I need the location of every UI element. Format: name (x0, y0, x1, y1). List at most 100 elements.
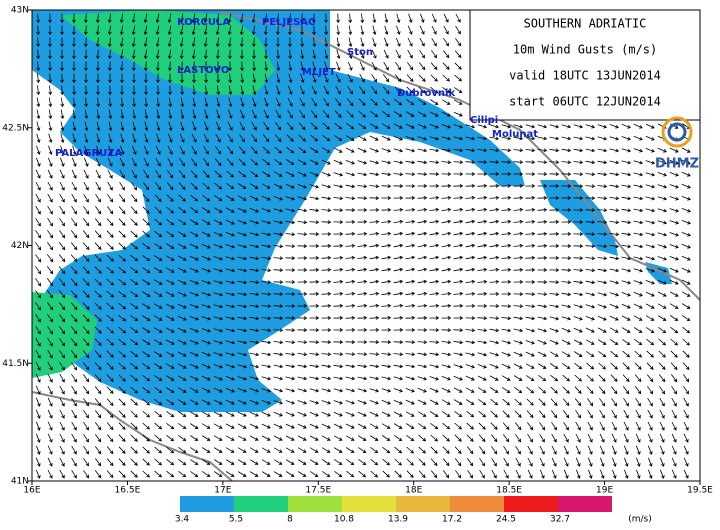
wind-arrow (610, 374, 618, 382)
wind-arrow (84, 109, 89, 120)
wind-arrow (441, 267, 452, 272)
wind-arrow (201, 411, 211, 417)
wind-arrow (429, 99, 439, 105)
wind-arrow (285, 411, 295, 417)
wind-arrow (561, 220, 572, 224)
wind-arrow (357, 315, 368, 320)
wind-arrow (84, 85, 88, 96)
wind-arrow (611, 409, 617, 419)
wind-arrow (357, 243, 368, 248)
wind-arrow (36, 13, 41, 24)
wind-arrow (201, 231, 211, 237)
wind-arrow (561, 160, 572, 165)
wind-arrow (537, 316, 548, 321)
wind-arrow (155, 61, 160, 72)
wind-arrow (561, 256, 572, 260)
wind-arrow (381, 160, 392, 165)
wind-arrow (586, 362, 595, 370)
wind-arrow (58, 326, 66, 335)
wind-arrow (336, 25, 341, 36)
wind-arrow (166, 206, 174, 214)
wind-arrow (322, 471, 331, 478)
wind-arrow (635, 421, 641, 431)
wind-arrow (165, 327, 175, 333)
wind-arrow (261, 435, 271, 441)
wind-arrow (671, 445, 677, 455)
wind-arrow (179, 25, 184, 36)
wind-arrow (466, 410, 475, 418)
wind-arrow (108, 97, 113, 108)
wind-arrow (429, 160, 440, 165)
wind-arrow (130, 338, 139, 346)
wind-arrow (645, 135, 655, 141)
wind-arrow (142, 422, 150, 430)
wind-arrow (453, 399, 463, 405)
wind-arrow (309, 304, 320, 308)
wind-arrow (369, 267, 380, 272)
wind-arrow (588, 469, 593, 479)
wind-arrow (454, 434, 462, 442)
wind-arrow (142, 279, 151, 285)
wind-arrow (465, 291, 476, 296)
wind-arrow (429, 399, 439, 405)
wind-arrow (635, 409, 641, 419)
wind-arrow (621, 208, 632, 213)
wind-arrow (369, 135, 379, 141)
wind-arrow (60, 145, 65, 156)
wind-arrow (441, 340, 452, 345)
wind-arrow (261, 232, 272, 237)
wind-arrow (431, 37, 437, 47)
wind-arrow (393, 423, 403, 429)
wind-arrow (261, 364, 272, 369)
wind-arrow (384, 13, 389, 24)
wind-arrow (166, 410, 175, 418)
logo-mark (667, 122, 687, 142)
wind-arrow (381, 340, 392, 344)
wind-arrow (515, 434, 522, 443)
wind-arrow (309, 256, 320, 260)
wind-arrow (431, 50, 438, 59)
wind-arrow (180, 73, 184, 84)
wind-arrow (478, 422, 486, 430)
wind-arrow (659, 397, 665, 407)
wind-arrow (465, 387, 475, 393)
wind-arrow (106, 302, 114, 310)
wind-arrow (202, 170, 210, 178)
wind-arrow (407, 37, 413, 47)
wind-arrow (453, 340, 464, 345)
wind-arrow (285, 220, 296, 225)
wind-arrow (213, 256, 224, 261)
wind-arrow (659, 457, 665, 467)
wind-arrow (95, 193, 101, 203)
wind-arrow (321, 196, 332, 201)
wind-arrow (453, 243, 464, 248)
wind-arrow (297, 244, 308, 248)
wind-arrow (333, 232, 344, 236)
wind-arrow (442, 434, 450, 442)
wind-arrow (395, 49, 401, 59)
wind-arrow (59, 193, 65, 203)
wind-arrow (249, 447, 259, 453)
wind-arrow (683, 397, 689, 407)
wind-arrow (647, 409, 653, 419)
wind-arrow (177, 387, 187, 393)
wind-arrow (501, 363, 511, 369)
wind-arrow (130, 315, 139, 322)
wind-arrow (406, 434, 415, 442)
wind-arrow (285, 316, 296, 320)
wind-arrow (465, 148, 476, 153)
wind-arrow (466, 434, 474, 442)
colorbar-segment (450, 496, 504, 512)
wind-arrow (477, 231, 488, 236)
wind-arrow (573, 292, 584, 297)
wind-arrow (264, 61, 269, 72)
wind-arrow (285, 244, 296, 249)
wind-arrow (393, 135, 403, 141)
wind-arrow (417, 160, 428, 165)
wind-arrow (321, 159, 331, 165)
wind-arrow (394, 111, 403, 117)
wind-arrow (333, 159, 343, 165)
wind-arrow (681, 171, 691, 177)
wind-arrow (514, 398, 522, 406)
wind-arrow (345, 315, 356, 320)
